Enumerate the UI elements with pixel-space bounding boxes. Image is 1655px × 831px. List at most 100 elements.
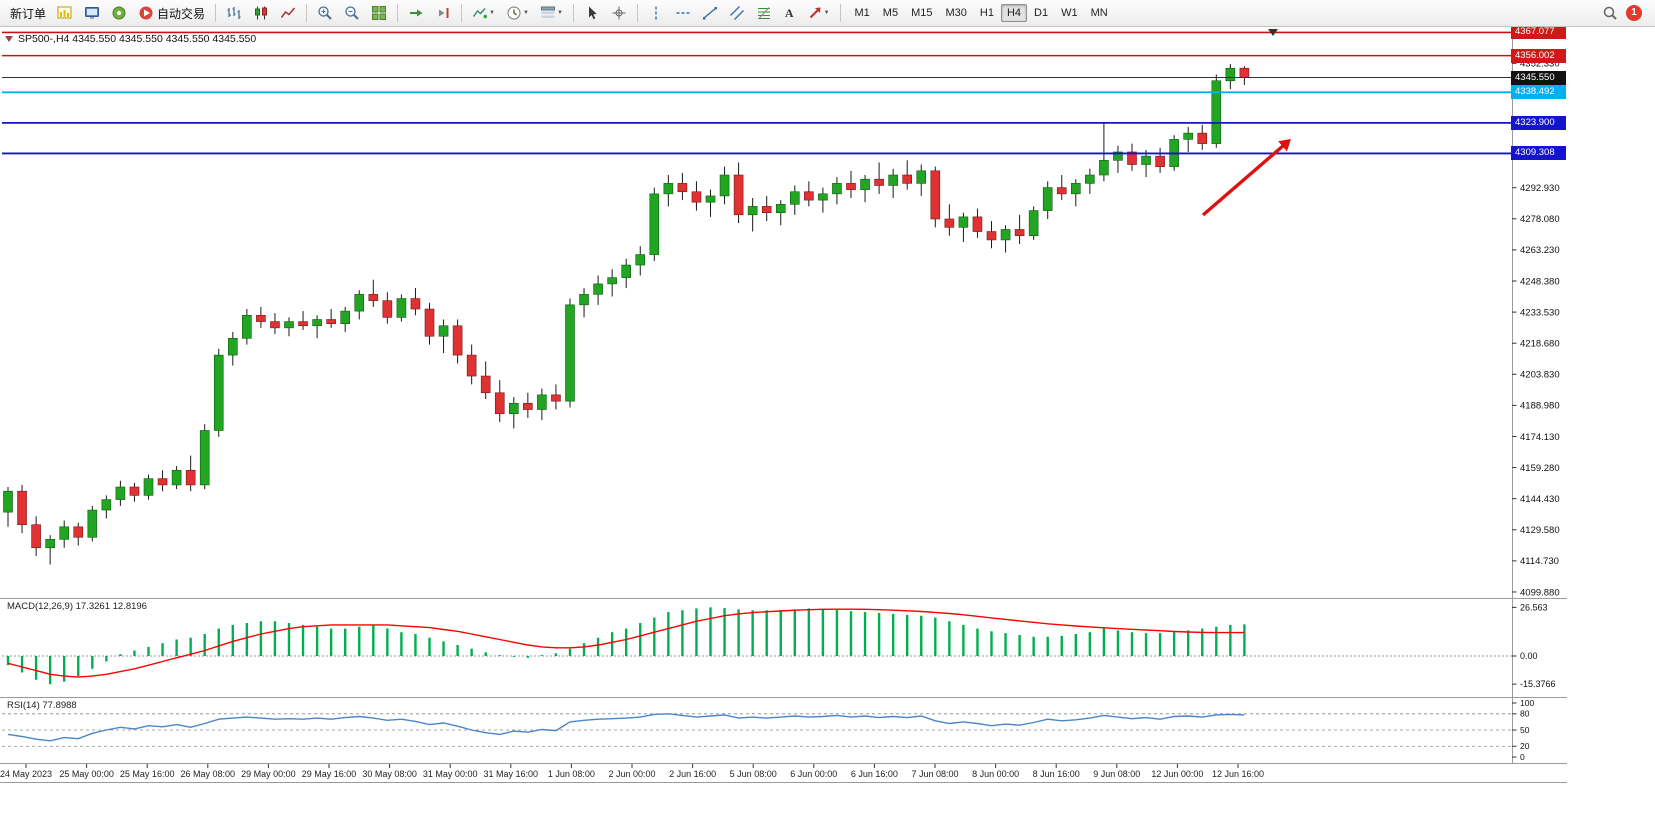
metaeditor-icon: [85, 7, 100, 19]
dropdown-caret: ▼: [522, 10, 529, 16]
timeframe-button-m15[interactable]: M15: [905, 4, 938, 22]
crosshair-icon: [612, 6, 626, 20]
svg-text:20: 20: [1520, 741, 1530, 751]
timeframe-button-h4[interactable]: H4: [1000, 4, 1028, 22]
channel-icon: [729, 6, 744, 20]
timeframe-button-h1[interactable]: H1: [974, 4, 1000, 22]
shapes-button[interactable]: ▼: [802, 2, 835, 24]
svg-text:9 Jun 08:00: 9 Jun 08:00: [1093, 769, 1140, 779]
svg-text:30 May 08:00: 30 May 08:00: [362, 769, 417, 779]
text-tool-button[interactable]: A: [778, 2, 801, 24]
periods-button[interactable]: ▼: [501, 2, 534, 24]
bar-chart-button[interactable]: [221, 2, 247, 24]
svg-text:12 Jun 00:00: 12 Jun 00:00: [1151, 769, 1203, 779]
svg-text:4203.830: 4203.830: [1520, 370, 1560, 381]
search-button[interactable]: [1597, 2, 1623, 24]
options-icon: [112, 6, 126, 20]
hline-objects[interactable]: [2, 31, 1512, 155]
vertical-line-button[interactable]: [643, 2, 669, 24]
svg-text:29 May 16:00: 29 May 16:00: [302, 769, 357, 779]
indicators-button[interactable]: ▼: [467, 2, 500, 24]
svg-text:4188.980: 4188.980: [1520, 401, 1560, 412]
svg-text:4099.880: 4099.880: [1520, 587, 1560, 598]
auto-scroll-icon: [410, 9, 423, 17]
timeframe-group: M1 M5 M15 M30 H1 H4 D1 W1 MN: [849, 4, 1114, 22]
svg-text:0.00: 0.00: [1520, 651, 1538, 661]
svg-text:2 Jun 00:00: 2 Jun 00:00: [608, 769, 655, 779]
svg-text:26 May 08:00: 26 May 08:00: [181, 769, 236, 779]
tile-windows-button[interactable]: [366, 2, 392, 24]
chart-shift-marker[interactable]: [1268, 29, 1278, 36]
candlestick-chart-icon: [255, 6, 268, 20]
algo-trading-button[interactable]: 自动交易: [133, 2, 210, 24]
algo-trading-label: 自动交易: [157, 6, 206, 21]
line-chart-icon: [280, 7, 296, 18]
timeframe-button-mn[interactable]: MN: [1085, 4, 1114, 22]
new-order-button[interactable]: 新订单: [5, 2, 51, 24]
shapes-arrow-icon: [809, 7, 821, 19]
new-chart-icon: [57, 6, 72, 19]
rsi-label: RSI(14) 77.8988: [7, 700, 77, 711]
svg-text:1 Jun 08:00: 1 Jun 08:00: [548, 769, 595, 779]
svg-text:4144.430: 4144.430: [1520, 494, 1560, 505]
svg-text:4248.380: 4248.380: [1520, 276, 1560, 287]
svg-text:80: 80: [1520, 709, 1530, 719]
svg-text:-15.3766: -15.3766: [1520, 679, 1556, 689]
zoom-in-button[interactable]: [312, 2, 338, 24]
vertical-line-icon: [655, 6, 657, 20]
toolbar-separator: [572, 4, 574, 22]
periods-clock-icon: [507, 6, 521, 20]
search-icon: [1603, 6, 1617, 20]
line-chart-button[interactable]: [275, 2, 301, 24]
svg-text:4174.130: 4174.130: [1520, 432, 1560, 443]
cursor-button[interactable]: [579, 2, 605, 24]
timeframe-button-d1[interactable]: D1: [1028, 4, 1054, 22]
templates-button[interactable]: ▼: [535, 2, 568, 24]
metaeditor-button[interactable]: [79, 2, 105, 24]
timeframe-button-m1[interactable]: M1: [849, 4, 876, 22]
svg-text:12 Jun 16:00: 12 Jun 16:00: [1212, 769, 1264, 779]
toolbar-separator: [397, 4, 399, 22]
svg-text:4337.480: 4337.480: [1520, 90, 1560, 101]
templates-icon: [540, 6, 555, 18]
arrow-annotation[interactable]: [1201, 139, 1291, 217]
zoom-in-icon: [318, 6, 332, 20]
timeframe-button-m5[interactable]: M5: [877, 4, 904, 22]
horizontal-line-button[interactable]: [670, 2, 696, 24]
zoom-out-button[interactable]: [339, 2, 365, 24]
channel-button[interactable]: [724, 2, 750, 24]
timeframe-button-m30[interactable]: M30: [939, 4, 972, 22]
svg-text:50: 50: [1520, 725, 1530, 735]
chart-header: SP500-,H4 4345.550 4345.550 4345.550 434…: [5, 33, 256, 45]
svg-text:4263.230: 4263.230: [1520, 245, 1560, 256]
options-button[interactable]: [106, 2, 132, 24]
trendline-button[interactable]: [697, 2, 723, 24]
svg-text:4114.730: 4114.730: [1520, 556, 1559, 567]
chart-axes[interactable]: 4352.330 4337.480 4322.630 4307.780 4292.930…: [0, 28, 1567, 783]
candlestick-chart-button[interactable]: [248, 2, 274, 24]
svg-text:100: 100: [1520, 698, 1534, 708]
zoom-out-icon: [345, 6, 359, 20]
one-click-trading-icon[interactable]: [5, 36, 13, 42]
macd-label: MACD(12,26,9) 17.3261 12.8196: [7, 601, 147, 612]
chart-shift-icon: [439, 8, 449, 18]
svg-text:26.563: 26.563: [1520, 602, 1548, 612]
tile-windows-icon: [372, 6, 387, 20]
trendline-icon: [702, 7, 717, 20]
chart-shift-button[interactable]: [430, 2, 456, 24]
timeframe-button-w1[interactable]: W1: [1055, 4, 1084, 22]
macd-layer: 26.563 0.00 -15.3766: [2, 602, 1556, 689]
svg-text:4159.280: 4159.280: [1520, 463, 1560, 474]
auto-scroll-button[interactable]: [403, 2, 429, 24]
fibonacci-button[interactable]: [751, 2, 777, 24]
svg-text:5 Jun 08:00: 5 Jun 08:00: [730, 769, 777, 779]
svg-text:7 Jun 08:00: 7 Jun 08:00: [911, 769, 958, 779]
horizontal-line-icon: [676, 12, 690, 14]
toolbar-separator: [461, 4, 463, 22]
notifications-badge[interactable]: 1: [1626, 5, 1642, 21]
crosshair-button[interactable]: [606, 2, 632, 24]
new-chart-button[interactable]: [52, 2, 78, 24]
svg-text:31 May 00:00: 31 May 00:00: [423, 769, 478, 779]
svg-text:25 May 00:00: 25 May 00:00: [59, 769, 114, 779]
